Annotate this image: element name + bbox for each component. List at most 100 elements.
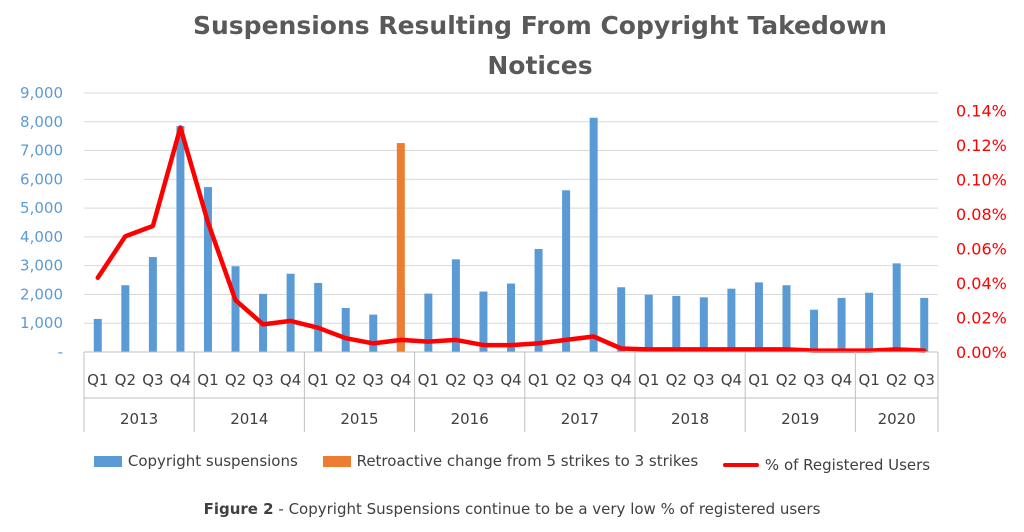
category-tick-label: Q3	[473, 371, 494, 389]
bar	[892, 263, 901, 352]
category-tick-label: Q2	[115, 371, 136, 389]
category-tick-label: Q4	[280, 371, 301, 389]
category-tick-label: Q3	[583, 371, 604, 389]
right-tick-label: 0.02%	[956, 308, 1007, 327]
figure-caption: Figure 2 - Copyright Suspensions continu…	[0, 500, 1024, 518]
left-tick-label: 1,000	[20, 314, 63, 332]
left-tick-label: 4,000	[20, 228, 63, 246]
category-tick-label: Q4	[170, 371, 191, 389]
bar	[617, 287, 626, 352]
category-tick-label: Q4	[721, 371, 742, 389]
category-axis: Q1 Q2 Q3 Q4 Q1 Q2 Q3 Q4 Q1 Q2 Q3 Q4 Q1 Q2 Q3 Q4 Q1 Q2 Q3 Q4…	[83, 351, 939, 432]
left-tick-label: 2,000	[20, 285, 63, 303]
legend-label: Copyright suspensions	[127, 452, 298, 470]
bar	[203, 187, 212, 352]
bar	[231, 266, 240, 352]
bar	[562, 190, 571, 352]
bar	[148, 257, 157, 352]
right-tick-label: 0.06%	[956, 239, 1007, 258]
year-label: 2015	[340, 410, 378, 428]
category-tick-label: Q2	[445, 371, 466, 389]
category-tick-label: Q2	[555, 371, 576, 389]
bar	[782, 285, 791, 352]
category-tick-label: Q3	[693, 371, 714, 389]
category-tick-label: Q1	[748, 371, 769, 389]
legend: Copyright suspensions Retroactive change…	[0, 452, 1024, 474]
line-series	[95, 125, 927, 353]
bar	[286, 273, 295, 352]
legend-item-retroactive-change: Retroactive change from 5 strikes to 3 s…	[322, 452, 699, 470]
year-label: 2019	[781, 410, 819, 428]
bar	[672, 295, 681, 352]
category-tick-label: Q3	[252, 371, 273, 389]
category-tick-label: Q4	[500, 371, 521, 389]
legend-swatch-orange	[322, 455, 351, 467]
year-label: 2014	[230, 410, 268, 428]
left-tick-label: 7,000	[20, 142, 63, 160]
combo-chart: - 1,000 2,000 3,000 4,000 5,000 6,000 7,000 8,00…	[20, 84, 1007, 432]
bar	[699, 297, 708, 352]
bar-series	[93, 117, 929, 352]
category-tick-label: Q1	[528, 371, 549, 389]
bar	[865, 292, 874, 352]
right-tick-label: 0.04%	[956, 274, 1007, 293]
category-tick-label: Q1	[418, 371, 439, 389]
caption-label: Figure 2	[203, 500, 274, 518]
legend-swatch-red	[722, 462, 759, 467]
left-tick-label: 3,000	[20, 257, 63, 275]
year-label: 2013	[120, 410, 158, 428]
year-label: 2018	[671, 410, 709, 428]
category-tick-label: Q1	[197, 371, 218, 389]
year-label: 2020	[878, 410, 916, 428]
category-tick-label: Q1	[87, 371, 108, 389]
bar	[644, 294, 653, 352]
bar	[589, 117, 598, 352]
year-label: 2016	[451, 410, 489, 428]
category-tick-label: Q1	[858, 371, 879, 389]
bar	[341, 307, 350, 352]
left-tick-label: 9,000	[20, 84, 63, 102]
gridlines	[84, 92, 938, 324]
right-tick-label: 0.08%	[956, 205, 1007, 224]
right-tick-label: 0.10%	[956, 170, 1007, 189]
chart-title: Suspensions Resulting From Copyright Tak…	[193, 11, 887, 80]
right-tick-label: 0.12%	[956, 136, 1007, 155]
legend-item-registered-users: % of Registered Users	[722, 455, 931, 474]
caption-text: - Copyright Suspensions continue to be a…	[273, 500, 821, 518]
category-tick-label: Q2	[335, 371, 356, 389]
bar	[479, 291, 488, 352]
left-tick-label: -	[58, 343, 63, 361]
left-tick-label: 6,000	[20, 170, 63, 188]
right-axis: 0.00% 0.02% 0.04% 0.06% 0.08% 0.10% 0.12% 0.14%	[956, 101, 1007, 362]
right-tick-label: 0.14%	[956, 101, 1007, 120]
legend-item-copyright-suspensions: Copyright suspensions	[93, 452, 298, 470]
bar	[754, 282, 763, 352]
category-tick-label: Q4	[831, 371, 852, 389]
category-tick-label: Q3	[142, 371, 163, 389]
left-tick-label: 8,000	[20, 113, 63, 131]
bar	[920, 297, 929, 352]
bar	[396, 143, 405, 352]
bar	[837, 297, 846, 352]
legend-label: % of Registered Users	[764, 455, 931, 474]
bar	[424, 293, 433, 352]
category-tick-label: Q1	[638, 371, 659, 389]
category-tick-label: Q1	[307, 371, 328, 389]
bar	[507, 283, 515, 352]
category-tick-label: Q4	[611, 371, 632, 389]
bar	[314, 282, 323, 352]
right-tick-label: 0.00%	[956, 343, 1007, 362]
category-tick-label: Q2	[225, 371, 246, 389]
category-tick-label: Q4	[390, 371, 411, 389]
legend-label: Retroactive change from 5 strikes to 3 s…	[356, 452, 699, 470]
category-tick-label: Q3	[363, 371, 384, 389]
category-tick-label: Q2	[666, 371, 687, 389]
bar	[369, 314, 378, 352]
bar	[451, 259, 460, 352]
category-tick-label: Q3	[803, 371, 824, 389]
bar	[93, 318, 102, 352]
bar	[810, 309, 819, 352]
category-tick-label: Q2	[886, 371, 907, 389]
year-label: 2017	[561, 410, 599, 428]
bar	[727, 288, 736, 352]
